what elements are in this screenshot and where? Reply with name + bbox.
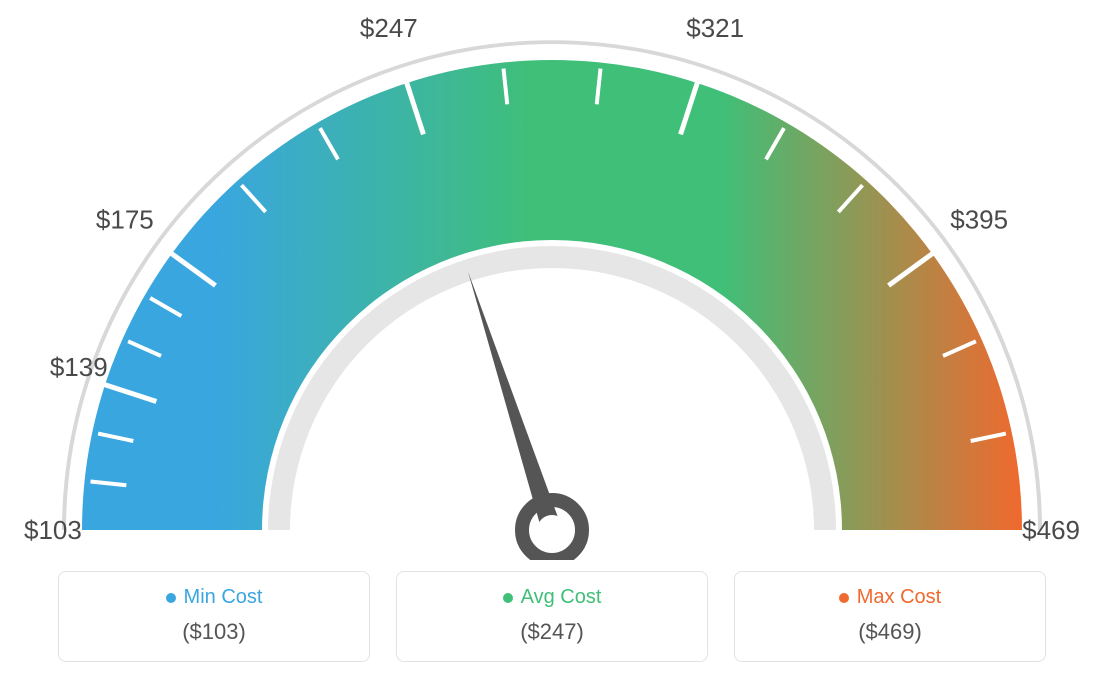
gauge-tick-label: $103: [24, 515, 82, 545]
legend-dot-max: [839, 593, 849, 603]
gauge-hub-hole: [537, 515, 567, 545]
legend-row: Min Cost ($103) Avg Cost ($247) Max Cost…: [58, 571, 1046, 662]
legend-title-max: Max Cost: [839, 586, 941, 609]
legend-value-max: ($469): [743, 619, 1037, 645]
legend-label-min: Min Cost: [184, 586, 263, 609]
legend-label-avg: Avg Cost: [521, 586, 602, 609]
gauge-tick-label: $247: [360, 13, 418, 43]
legend-label-max: Max Cost: [857, 586, 941, 609]
gauge-tick-label: $175: [96, 205, 154, 235]
legend-value-min: ($103): [67, 619, 361, 645]
legend-dot-avg: [503, 593, 513, 603]
legend-dot-min: [166, 593, 176, 603]
gauge-tick-label: $321: [686, 13, 744, 43]
gauge-svg: $103 $139 $175 $247 $321 $395 $469: [0, 0, 1104, 560]
legend-card-min: Min Cost ($103): [58, 571, 370, 662]
cost-gauge: $103 $139 $175 $247 $321 $395 $469: [0, 0, 1104, 560]
legend-value-avg: ($247): [405, 619, 699, 645]
legend-title-min: Min Cost: [166, 586, 263, 609]
legend-card-avg: Avg Cost ($247): [396, 571, 708, 662]
gauge-tick-label: $469: [1022, 515, 1080, 545]
legend-title-avg: Avg Cost: [503, 586, 602, 609]
gauge-tick-label: $395: [950, 205, 1008, 235]
legend-card-max: Max Cost ($469): [734, 571, 1046, 662]
gauge-color-arc: [82, 60, 1022, 530]
gauge-tick-label: $139: [50, 352, 108, 382]
